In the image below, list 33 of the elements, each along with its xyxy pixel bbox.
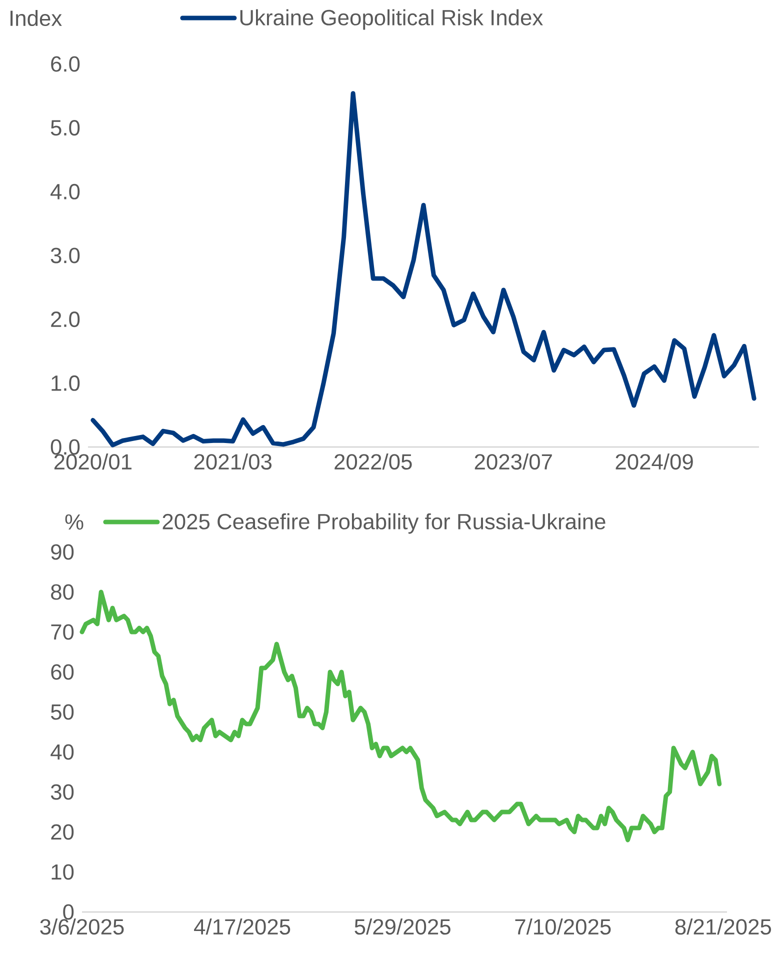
y-tick-label: 4.0: [50, 184, 80, 200]
x-tick-label: 2021/03: [194, 454, 272, 470]
legend-label: Ukraine Geopolitical Risk Index: [240, 9, 543, 30]
y-tick-label: 6.0: [51, 56, 80, 72]
y-tick-label: 2.0: [51, 312, 80, 328]
x-tick-label: 8/21/2025: [675, 918, 772, 935]
legend-label: 2025 Ceasefire Probability for Russia-Ukraine: [162, 513, 606, 534]
x-tick-label: 2022/05: [334, 454, 412, 470]
y-tick-label: 80: [51, 584, 74, 600]
y-tick-label: 1.0: [52, 375, 80, 391]
x-tick-label: 5/29/2025: [354, 918, 450, 935]
y-tick-label: 40: [50, 744, 74, 760]
x-tick-label: 2024/09: [616, 454, 693, 470]
y-tick-label: 60: [51, 664, 74, 680]
y-tick-label: 10: [52, 864, 74, 880]
y-tick-label: 30: [50, 784, 74, 800]
y-tick-label: 20: [51, 824, 74, 840]
y-tick-label: 50: [50, 704, 74, 720]
y-tick-label: 5.0: [50, 120, 80, 136]
x-tick-label: 2020/01: [54, 454, 132, 470]
y-tick-label: 0: [63, 904, 74, 920]
x-tick-label: 4/17/2025: [194, 918, 290, 935]
x-tick-label: 7/10/2025: [515, 918, 611, 935]
x-tick-label: 3/6/2025: [40, 918, 124, 935]
line-series: [80, 590, 722, 842]
x-tick-label: 2023/07: [474, 454, 552, 470]
y-tick-label: 3.0: [50, 248, 80, 264]
y-tick-label: 70: [51, 624, 74, 640]
y-axis-title: Index: [10, 10, 62, 26]
y-tick-label: 90: [51, 544, 74, 560]
y-tick-label: 0.0: [50, 439, 80, 455]
line-series: [90, 91, 756, 448]
y-axis-title: %: [65, 514, 84, 530]
